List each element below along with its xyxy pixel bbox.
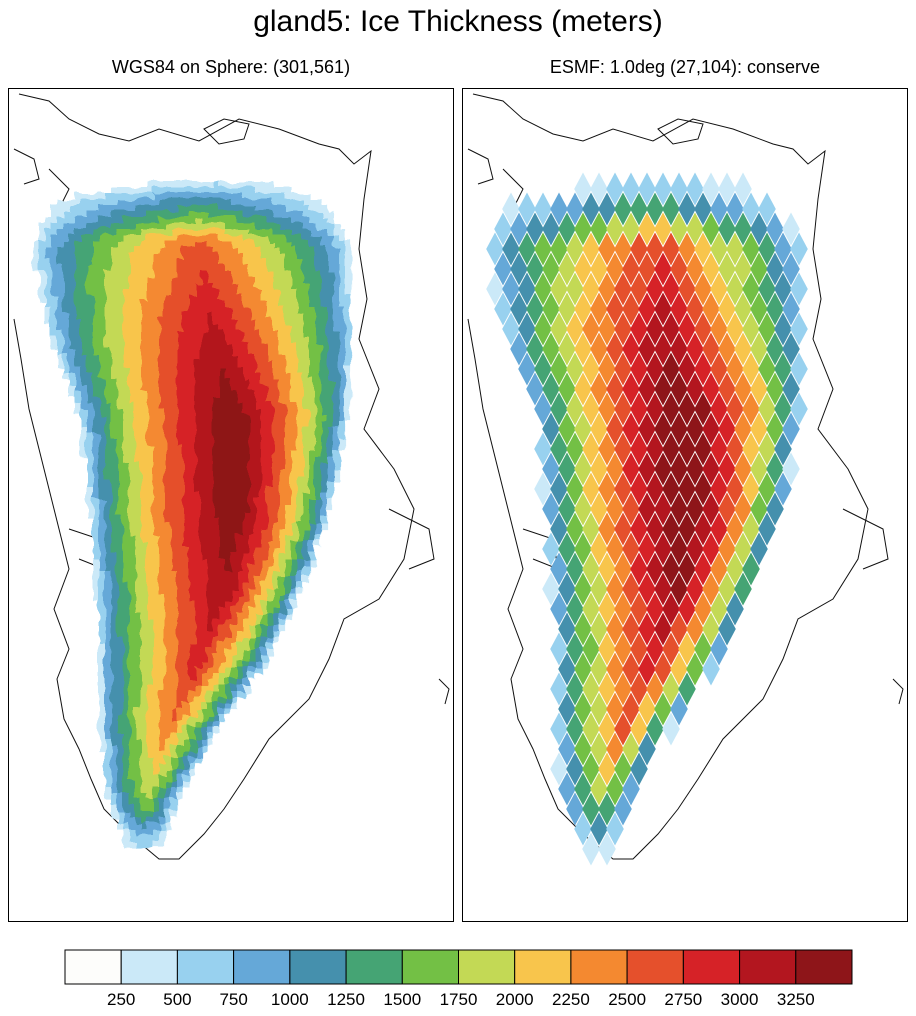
colorbar-swatch xyxy=(233,949,291,985)
colorbar-swatch xyxy=(795,949,853,985)
colorbar-tick-label: 1250 xyxy=(327,990,365,1009)
colorbar-tick-label: 2500 xyxy=(608,990,647,1009)
colorbar-swatch xyxy=(514,949,572,985)
colorbar-swatch xyxy=(289,949,347,985)
colorbar-swatch xyxy=(739,949,797,985)
coastline-right xyxy=(467,93,904,860)
colorbar-tick-label: 1500 xyxy=(383,990,422,1009)
colorbar-tick-label: 3250 xyxy=(776,990,815,1009)
colorbar-swatch xyxy=(682,949,741,985)
colorbar-swatch xyxy=(626,949,684,985)
colorbar-swatch xyxy=(120,949,178,985)
colorbar-tick-label: 500 xyxy=(163,990,192,1009)
colorbar-tick-label: 750 xyxy=(219,990,248,1009)
colorbar-swatch xyxy=(64,949,122,985)
ice-thickness-field-left xyxy=(33,181,352,848)
colorbar-swatch xyxy=(176,949,235,985)
left-panel-title: WGS84 on Sphere: (301,561) xyxy=(111,57,351,77)
colorbar-tick-label: 250 xyxy=(107,990,136,1009)
colorbar-tick-label: 1750 xyxy=(439,990,478,1009)
colorbar-tick-label: 1000 xyxy=(270,990,309,1009)
right-map-panel xyxy=(462,88,908,922)
right-panel-title: ESMF: 1.0deg (27,104): conserve xyxy=(549,57,821,77)
colorbar-swatch xyxy=(345,949,403,985)
colorbar-tick-label: 2250 xyxy=(552,990,590,1009)
left-ice-map xyxy=(13,93,450,860)
colorbar-swatch xyxy=(458,949,516,985)
ice-thickness-field-right xyxy=(486,172,808,866)
colorbar-tick-label: 2750 xyxy=(664,990,703,1009)
right-ice-map xyxy=(467,93,904,866)
colorbar-tick-label: 2000 xyxy=(495,990,534,1009)
colorbar-tick-label: 3000 xyxy=(720,990,759,1009)
colorbar-swatch xyxy=(570,949,628,985)
left-map-panel xyxy=(8,88,454,922)
colorbar-swatch xyxy=(401,949,459,985)
colorbar xyxy=(64,949,853,985)
main-title: gland5: Ice Thickness (meters) xyxy=(253,5,663,38)
